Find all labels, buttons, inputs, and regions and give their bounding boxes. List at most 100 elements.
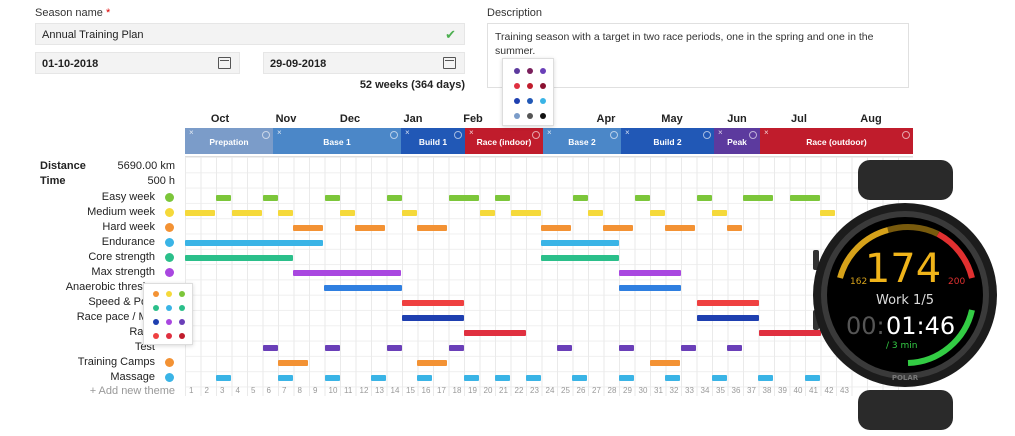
row-easy-week[interactable]: Easy week [101,191,155,203]
bar-easy[interactable] [495,195,510,201]
row-hard-week[interactable]: Hard week [102,221,155,233]
bar-core-strength[interactable] [185,255,293,261]
bar-test[interactable] [325,345,340,351]
bar-core-strength[interactable] [541,255,619,261]
bar-hard[interactable] [665,225,695,231]
bar-race[interactable] [464,330,526,336]
bar-massage[interactable] [417,375,432,381]
calendar-icon[interactable] [443,57,456,69]
bar-test[interactable] [557,345,572,351]
phase-build-2[interactable]: × Build 2 [621,128,714,154]
bar-medium[interactable] [588,210,603,216]
bar-hard[interactable] [603,225,633,231]
bar-endurance[interactable] [185,240,323,246]
bar-race-pace[interactable] [697,315,759,321]
bar-test[interactable] [727,345,742,351]
bar-massage[interactable] [325,375,340,381]
bar-speed-power[interactable] [402,300,464,306]
end-date-input[interactable]: 29-09-2018 [263,52,465,74]
color-picker-popup[interactable] [143,283,193,345]
bar-hard[interactable] [293,225,323,231]
bar-easy[interactable] [263,195,278,201]
bar-easy[interactable] [790,195,820,201]
bar-medium[interactable] [278,210,293,216]
bar-easy[interactable] [743,195,773,201]
bar-hard[interactable] [727,225,742,231]
bar-medium[interactable] [185,210,215,216]
add-new-theme-button[interactable]: + Add new theme [89,385,175,397]
bar-massage[interactable] [712,375,727,381]
calendar-icon[interactable] [218,57,231,69]
bar-test[interactable] [681,345,696,351]
row-max-strength[interactable]: Max strength [91,266,155,278]
description-textarea[interactable]: Training season with a target in two rac… [487,23,909,88]
bar-medium[interactable] [511,210,541,216]
color-dot[interactable] [165,238,174,247]
season-name-input[interactable]: Annual Training Plan ✔ [35,23,465,45]
bar-medium[interactable] [340,210,355,216]
bar-massage[interactable] [805,375,820,381]
phase-peak[interactable]: × Peak [714,128,760,154]
bar-easy[interactable] [325,195,340,201]
bar-training-camp[interactable] [278,360,308,366]
color-dot[interactable] [165,253,174,262]
bar-easy[interactable] [216,195,231,201]
row-test[interactable]: Test [134,341,155,353]
bar-medium[interactable] [232,210,262,216]
bar-massage[interactable] [495,375,510,381]
bar-easy[interactable] [573,195,588,201]
row-endurance[interactable]: Endurance [101,236,155,248]
phase-base-2[interactable]: × Base 2 [543,128,621,154]
bar-training-camp[interactable] [417,360,447,366]
bar-endurance[interactable] [541,240,619,246]
row-core-strength[interactable]: Core strength [88,251,155,263]
row-medium-week[interactable]: Medium week [87,206,155,218]
phase-color-picker-popup[interactable] [502,58,554,126]
color-dot[interactable] [165,208,174,217]
bar-massage[interactable] [665,375,680,381]
start-date-input[interactable]: 01-10-2018 [35,52,240,74]
bar-hard[interactable] [541,225,571,231]
bar-hard[interactable] [417,225,447,231]
bar-easy[interactable] [697,195,712,201]
row-race-pace[interactable]: Race pace / MA [76,311,155,323]
bar-race-pace[interactable] [402,315,464,321]
bar-test[interactable] [387,345,402,351]
bar-max-strength[interactable] [293,270,401,276]
bar-medium[interactable] [712,210,727,216]
bar-test[interactable] [263,345,278,351]
color-dot[interactable] [165,268,174,277]
bar-massage[interactable] [619,375,634,381]
bar-massage[interactable] [278,375,293,381]
color-dot[interactable] [165,358,174,367]
bar-massage[interactable] [216,375,231,381]
row-massage[interactable]: Massage [110,371,155,383]
bar-massage[interactable] [464,375,479,381]
phase-build-1[interactable]: × Build 1 [401,128,465,154]
bar-training-camp[interactable] [650,360,680,366]
bar-hard[interactable] [355,225,385,231]
row-speed-power[interactable]: Speed & Pow [88,296,155,308]
color-dot[interactable] [165,373,174,382]
bar-anaerobic[interactable] [324,285,402,291]
bar-massage[interactable] [758,375,773,381]
phase-base-1[interactable]: × Base 1 [273,128,401,154]
row-race[interactable]: Race [35,326,155,338]
phase-race-indoor[interactable]: × Race (indoor) [465,128,543,154]
row-training-camps[interactable]: Training Camps [77,356,155,368]
bar-massage[interactable] [572,375,587,381]
phase-race-outdoor[interactable]: × Race (outdoor) [760,128,913,154]
bar-test[interactable] [619,345,634,351]
bar-medium[interactable] [480,210,495,216]
bar-test[interactable] [449,345,464,351]
color-dot[interactable] [165,223,174,232]
bar-easy[interactable] [387,195,402,201]
bar-easy[interactable] [635,195,650,201]
bar-anaerobic[interactable] [619,285,681,291]
color-dot[interactable] [165,193,174,202]
bar-medium[interactable] [650,210,665,216]
bar-medium[interactable] [820,210,835,216]
bar-massage[interactable] [526,375,541,381]
bar-speed-power[interactable] [697,300,759,306]
bar-massage[interactable] [371,375,386,381]
